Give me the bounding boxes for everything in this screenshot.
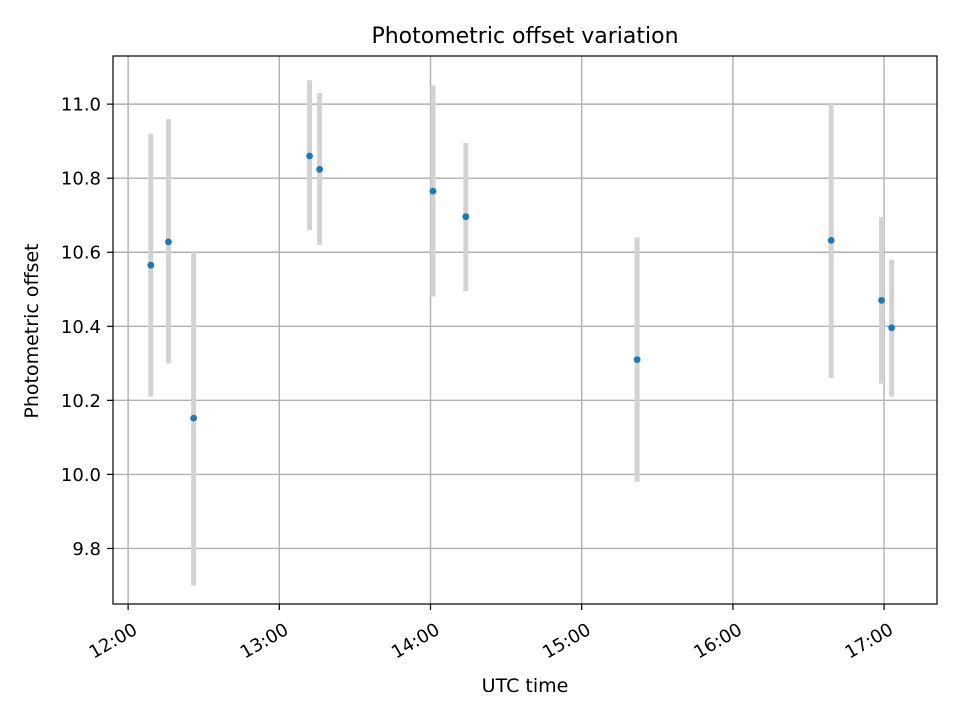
- plot-area: [113, 56, 937, 604]
- data-point: [306, 152, 313, 160]
- y-tick-label: 10.0: [61, 465, 101, 486]
- data-point: [878, 296, 885, 304]
- y-axis-ticks: 9.8 10.0 10.2 10.4 10.6 10.8 11.0: [61, 95, 113, 560]
- chart-title: Photometric offset variation: [371, 24, 678, 49]
- data-point: [429, 187, 437, 195]
- data-point: [316, 165, 324, 173]
- x-axis-label: UTC time: [482, 675, 569, 697]
- data-point: [633, 356, 641, 364]
- data-point: [190, 414, 198, 422]
- data-points: [147, 152, 896, 422]
- data-point: [827, 236, 835, 244]
- plot-frame: [112, 55, 938, 605]
- y-tick-label: 11.0: [61, 95, 101, 116]
- y-tick-label: 10.6: [61, 243, 101, 264]
- y-tick-label: 10.8: [61, 169, 101, 190]
- y-axis-label: Photometric offset: [21, 243, 43, 418]
- data-point: [165, 238, 172, 246]
- y-tick-label: 9.8: [72, 539, 101, 560]
- y-tick-label: 10.2: [61, 391, 101, 412]
- y-tick-label: 10.4: [61, 317, 101, 338]
- data-point: [888, 324, 896, 332]
- data-point: [147, 261, 155, 269]
- data-point: [462, 213, 470, 221]
- grid: [113, 56, 937, 604]
